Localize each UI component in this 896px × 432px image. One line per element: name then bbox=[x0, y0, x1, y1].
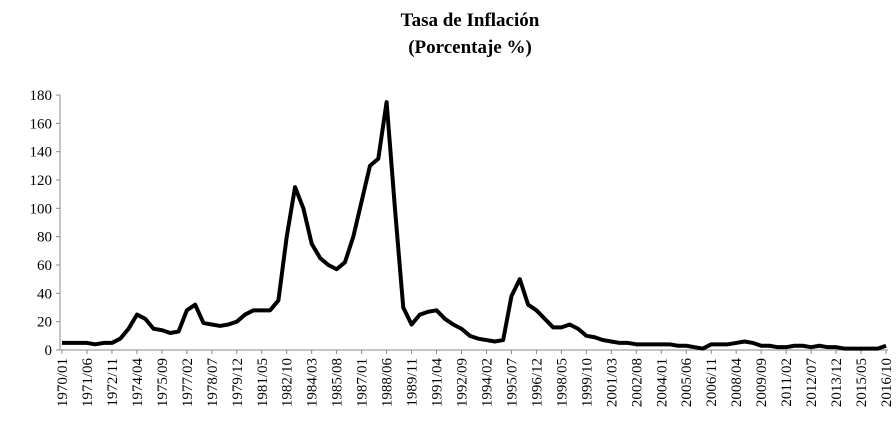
y-tick-label: 0 bbox=[45, 343, 53, 359]
x-tick-label: 2016/10 bbox=[879, 358, 895, 407]
x-tick-label: 1979/12 bbox=[230, 358, 246, 407]
x-tick-label: 1985/08 bbox=[330, 358, 346, 407]
x-tick-label: 1982/10 bbox=[280, 358, 296, 407]
y-tick-label: 60 bbox=[37, 258, 52, 274]
y-tick-label: 80 bbox=[37, 230, 52, 246]
x-tick-label: 1981/05 bbox=[255, 358, 271, 407]
y-tick-label: 120 bbox=[30, 173, 53, 189]
x-tick-label: 1984/03 bbox=[305, 358, 321, 407]
x-tick-label: 1991/04 bbox=[430, 358, 446, 408]
x-tick-label: 2013/12 bbox=[829, 358, 845, 407]
x-tick-label: 2004/01 bbox=[654, 358, 670, 407]
x-tick-label: 2001/03 bbox=[604, 358, 620, 407]
x-tick-label: 2009/09 bbox=[754, 358, 770, 407]
x-tick-label: 1996/12 bbox=[529, 358, 545, 407]
x-tick-label: 1977/02 bbox=[180, 358, 196, 407]
y-tick-label: 40 bbox=[37, 286, 52, 302]
x-tick-label: 1987/01 bbox=[355, 358, 371, 407]
x-tick-label: 2012/07 bbox=[804, 358, 820, 408]
x-tick-label: 1999/10 bbox=[579, 358, 595, 407]
y-tick-label: 160 bbox=[30, 116, 53, 132]
x-tick-label: 1992/09 bbox=[455, 358, 471, 407]
x-tick-label: 1995/07 bbox=[504, 358, 520, 408]
x-tick-label: 1989/11 bbox=[405, 358, 421, 407]
x-tick-label: 1972/11 bbox=[105, 358, 121, 407]
x-tick-label: 1994/02 bbox=[479, 358, 495, 407]
y-tick-label: 180 bbox=[30, 88, 53, 104]
x-tick-label: 1974/04 bbox=[130, 358, 146, 408]
x-tick-label: 2015/05 bbox=[854, 358, 870, 407]
x-tick-label: 1988/06 bbox=[380, 358, 396, 408]
line bbox=[62, 100, 887, 351]
x-tick-label: 2002/08 bbox=[629, 358, 645, 407]
x-tick-label: 1971/06 bbox=[80, 358, 96, 408]
x-tick-label: 2006/11 bbox=[704, 358, 720, 407]
y-tick-label: 100 bbox=[30, 201, 53, 217]
x-tick-label: 1975/09 bbox=[155, 358, 171, 407]
chart-subtitle: (Porcentaje %) bbox=[408, 37, 532, 58]
x-tick-label: 1998/05 bbox=[554, 358, 570, 407]
x-tick-label: 2005/06 bbox=[679, 358, 695, 408]
x-tick-label: 2008/04 bbox=[729, 358, 745, 408]
y-tick-label: 140 bbox=[30, 145, 53, 161]
y-tick-label: 20 bbox=[37, 315, 52, 331]
chart-title: Tasa de Inflación bbox=[401, 10, 540, 31]
x-tick-label: 2011/02 bbox=[779, 358, 795, 407]
x-tick-label: 1970/01 bbox=[55, 358, 71, 407]
x-tick-label: 1978/07 bbox=[205, 358, 221, 408]
